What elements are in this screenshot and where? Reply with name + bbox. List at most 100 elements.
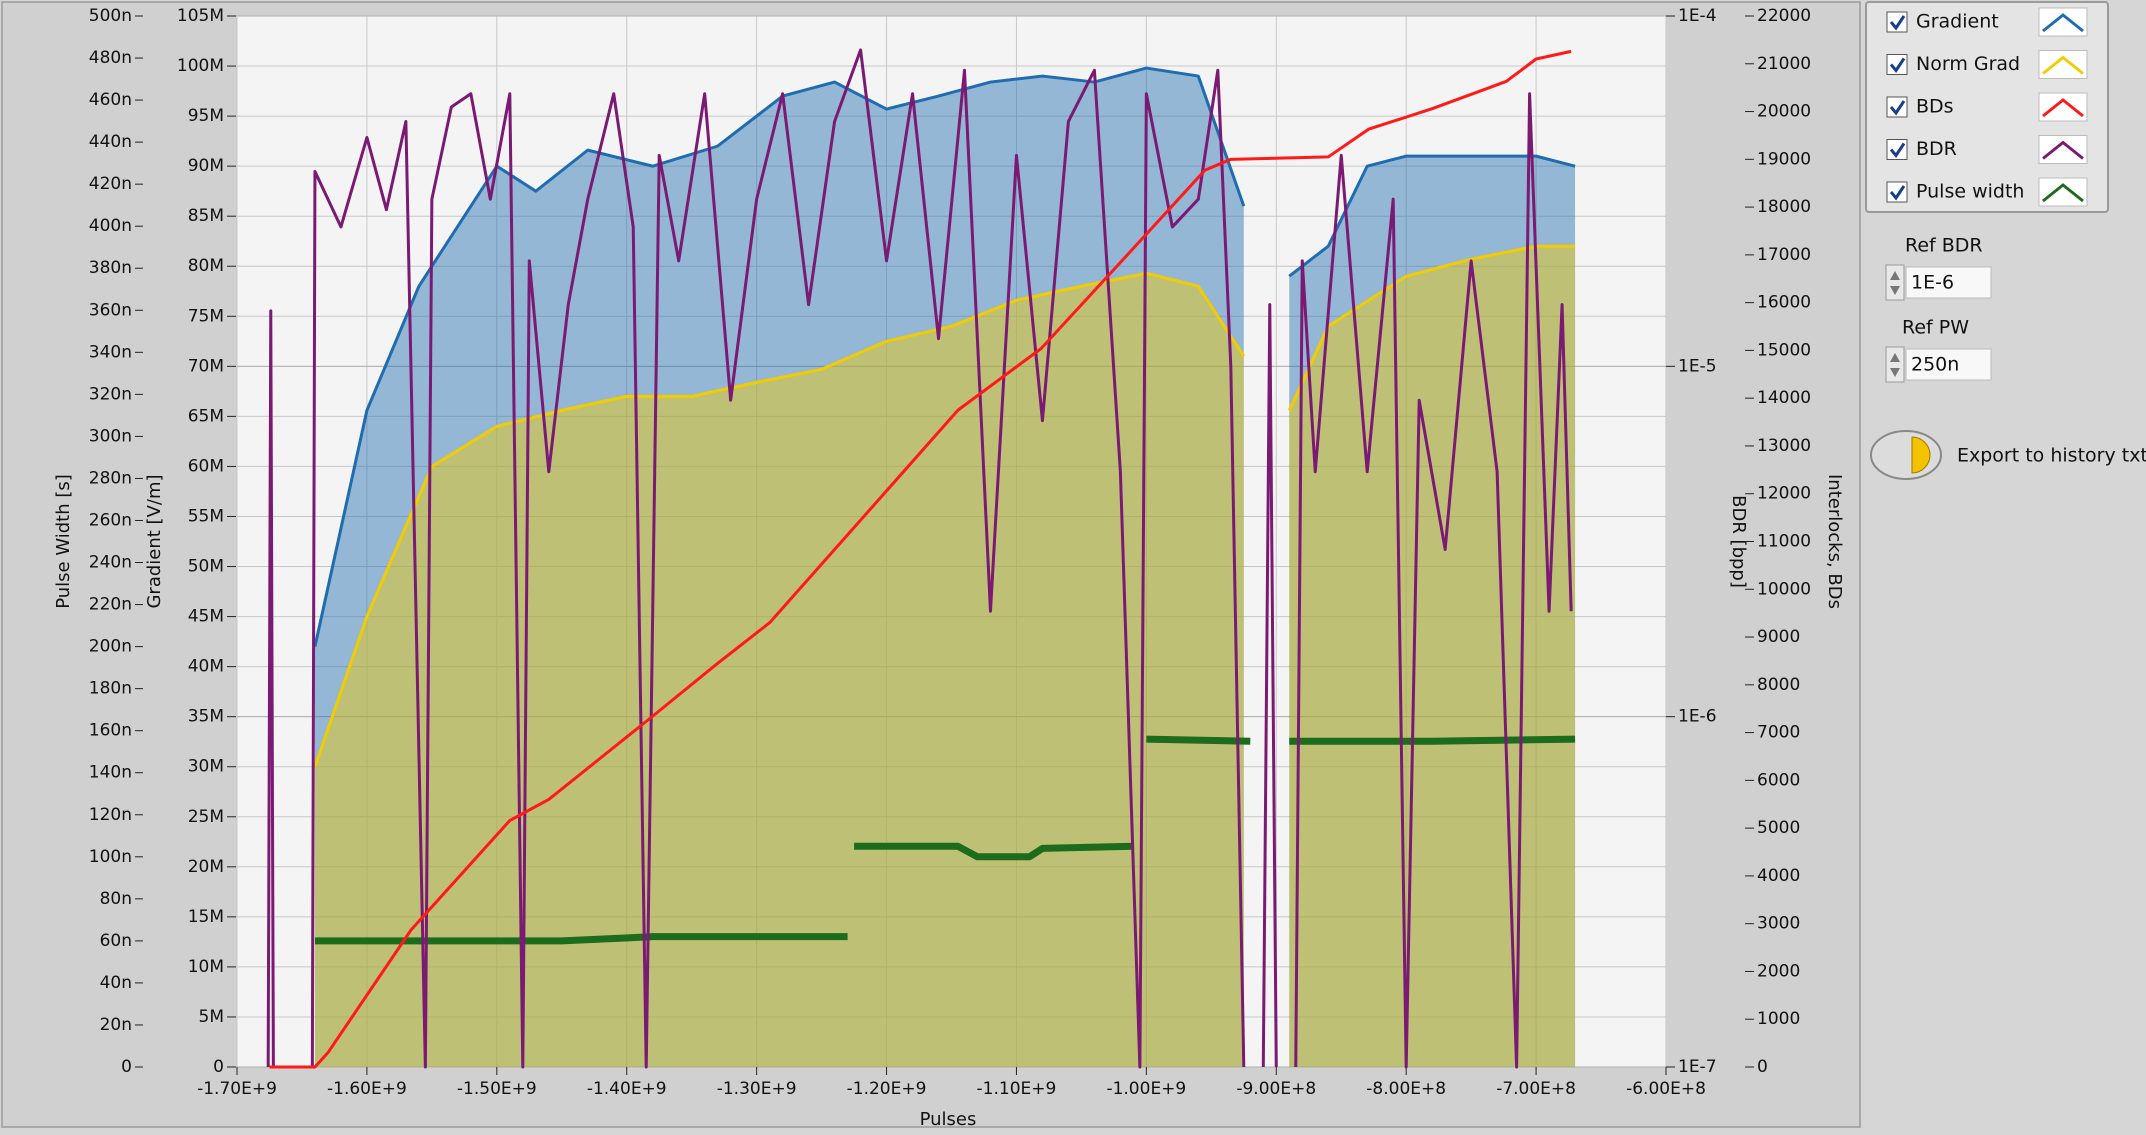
y-tick-label: 480n: [89, 48, 132, 68]
y-tick-label: 1000: [1757, 1009, 1800, 1029]
y-tick-label: 21000: [1757, 54, 1811, 74]
y-axis-title: Gradient [V/m]: [144, 474, 165, 608]
y-tick-label: 12000: [1757, 484, 1811, 504]
y-tick-label: 60M: [188, 456, 224, 476]
y-tick-label: 19000: [1757, 149, 1811, 169]
y-tick-label: 20M: [188, 857, 224, 877]
y-tick-label: 18000: [1757, 197, 1811, 217]
ref-bdr-spinner[interactable]: [1885, 264, 1905, 301]
y-tick-label: 55M: [188, 506, 224, 526]
y-tick-label: 60n: [100, 931, 132, 951]
y-tick-label: 200n: [89, 637, 132, 657]
y-tick-label: 240n: [89, 553, 132, 573]
y-tick-label: 360n: [89, 300, 132, 320]
y-tick-label: 20000: [1757, 102, 1811, 122]
check-mark: [1889, 142, 1906, 159]
legend-swatch: [2042, 140, 2084, 160]
y-tick-label: 90M: [188, 156, 224, 176]
y-tick-label: 120n: [89, 805, 132, 825]
y-tick-label: 0: [121, 1057, 132, 1077]
ref-bdr-label: Ref BDR: [1905, 235, 1983, 257]
x-tick-label: -1.50E+9: [457, 1079, 537, 1099]
export-button[interactable]: [1870, 430, 1942, 480]
check-mark: [1889, 185, 1906, 201]
y-tick-label: 50M: [188, 557, 224, 577]
y-tick-label: 4000: [1757, 866, 1800, 886]
y-tick-label: 3000: [1757, 914, 1800, 934]
y-tick-label: 100n: [89, 847, 132, 867]
y-tick-label: 160n: [89, 721, 132, 741]
legend-label: Pulse width: [1916, 181, 2024, 203]
y-tick-label: 11000: [1757, 532, 1811, 552]
y-tick-label: 7000: [1757, 723, 1800, 743]
y-tick-label: 14000: [1757, 388, 1811, 408]
y-tick-label: 1E-7: [1678, 1057, 1717, 1077]
x-tick-label: -1.40E+9: [587, 1079, 667, 1099]
y-tick-label: 10000: [1757, 579, 1811, 599]
ref-bdr-field[interactable]: [1905, 266, 1992, 299]
y-tick-label: 85M: [188, 206, 224, 226]
series-line: [266, 48, 1573, 1069]
y-tick-label: 80n: [100, 889, 132, 909]
ref-pw-value: 250n: [1911, 354, 1959, 376]
series-line: [313, 244, 1576, 768]
y-tick-label: 1E-6: [1678, 707, 1717, 727]
y-tick-label: 500n: [89, 6, 132, 26]
legend-swatch: [2042, 55, 2084, 75]
y-tick-label: 180n: [89, 679, 132, 699]
ref-pw-field[interactable]: [1905, 348, 1992, 381]
check-mark: [1889, 100, 1906, 116]
y-tick-label: 280n: [89, 468, 132, 488]
legend-label: Norm Grad: [1916, 53, 2020, 75]
x-tick-label: -9.00E+8: [1236, 1079, 1316, 1099]
y-tick-label: 100M: [177, 56, 224, 76]
point-cloud: [314, 273, 1244, 1067]
ref-bdr-value: 1E-6: [1911, 272, 1954, 294]
y-tick-label: 1E-5: [1678, 356, 1717, 376]
y-tick-label: 25M: [188, 807, 224, 827]
y-tick-label: 40n: [100, 973, 132, 993]
legend: Gradient Norm Grad BDs BDR Pulse width: [1886, 7, 2088, 207]
legend-label: BDs: [1916, 96, 1954, 118]
legend-swatch: [2042, 183, 2084, 203]
y-tick-label: 420n: [89, 174, 132, 194]
y-tick-label: 13000: [1757, 436, 1811, 456]
x-tick-label: -1.10E+9: [977, 1079, 1057, 1099]
y-tick-label: 16000: [1757, 293, 1811, 313]
x-tick-label: -8.00E+8: [1366, 1079, 1446, 1099]
y-tick-label: 440n: [89, 132, 132, 152]
y-tick-label: 40M: [188, 657, 224, 677]
point-cloud: [314, 68, 1244, 1068]
y-tick-label: 220n: [89, 595, 132, 615]
y-tick-label: 15M: [188, 907, 224, 927]
series-line: [314, 735, 1576, 945]
y-tick-label: 9000: [1757, 627, 1800, 647]
y-tick-label: 0: [1757, 1057, 1768, 1077]
x-tick-label: -1.00E+9: [1106, 1079, 1186, 1099]
legend-label: Gradient: [1916, 11, 1999, 33]
x-axis-title: Pulses: [920, 1109, 977, 1130]
button-led: [1911, 436, 1931, 474]
point-cloud: [1289, 246, 1576, 1067]
y-tick-label: 380n: [89, 258, 132, 278]
y-tick-label: 8000: [1757, 675, 1800, 695]
x-tick-label: -1.30E+9: [717, 1079, 797, 1099]
export-button-label: Export to history txt: [1957, 445, 2146, 467]
y-tick-label: 0: [213, 1057, 224, 1077]
y-tick-label: 30M: [188, 757, 224, 777]
spinner-arrows: [1890, 271, 1900, 295]
y-tick-label: 1E-4: [1678, 6, 1717, 26]
y-tick-label: 6000: [1757, 770, 1800, 790]
legend-swatch-box: [2038, 50, 2088, 79]
ref-pw-spinner[interactable]: [1885, 346, 1905, 383]
check-mark: [1889, 15, 1906, 31]
y-tick-label: 45M: [188, 607, 224, 627]
y-tick-label: 400n: [89, 216, 132, 236]
y-tick-label: 80M: [188, 256, 224, 276]
y-tick-label: 35M: [188, 707, 224, 727]
y-tick-label: 75M: [188, 306, 224, 326]
ref-pw-label: Ref PW: [1902, 317, 1969, 339]
y-axis-title: Interlocks, BDs: [1824, 474, 1845, 609]
